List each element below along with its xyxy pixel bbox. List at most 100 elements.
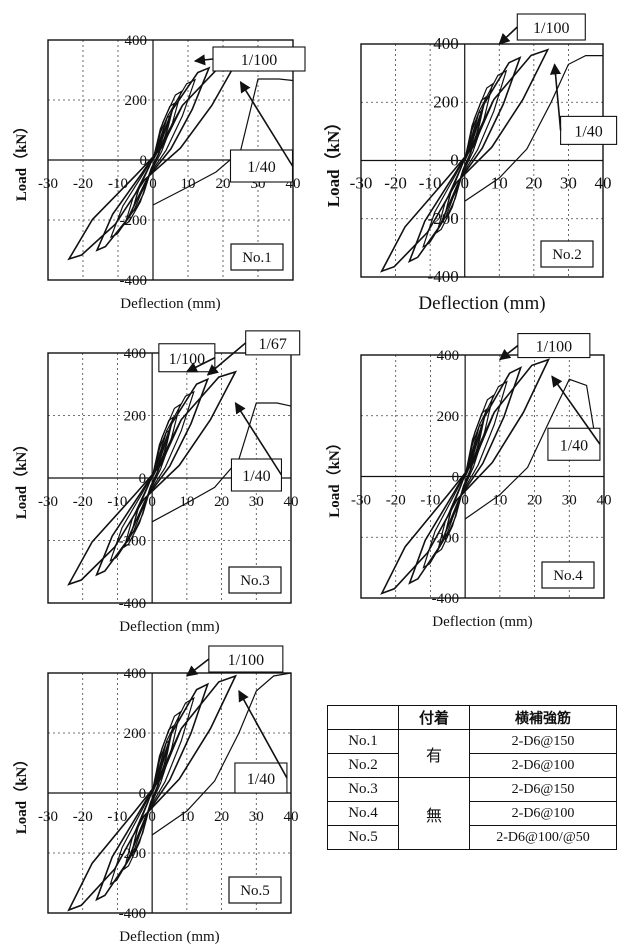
y-axis-label: Load（kN）: [12, 437, 30, 520]
y-tick-label: 400: [433, 34, 459, 53]
x-tick-label: 10: [179, 494, 194, 510]
x-tick-label: 20: [216, 176, 231, 192]
y-axis-label: Load（kN）: [323, 114, 343, 208]
table-header-cell: 横補強筋: [469, 705, 617, 730]
x-tick-label: -20: [386, 493, 406, 509]
table-row: No.3 無 2-D6@150: [327, 777, 617, 850]
x-tick-label: 30: [249, 494, 264, 510]
x-tick-label: 0: [148, 494, 156, 510]
hysteresis-loop: [436, 82, 494, 234]
specimen-label: No.5: [240, 883, 270, 899]
table-row: No.1 有 2-D6@150: [327, 729, 617, 778]
specimen-cell: No.2: [327, 753, 399, 778]
y-tick-label: 400: [124, 666, 147, 682]
specimen-label: No.3: [240, 573, 270, 589]
hysteresis-loop: [123, 90, 182, 226]
chart-1: -30 -20 -10 0 10 20 30 40-400-2000200400Deflect…: [12, 33, 306, 312]
specimen-label-box: [230, 243, 284, 271]
x-tick-label: 30: [560, 174, 577, 193]
annotation-box: [234, 762, 288, 794]
y-tick-label: -400: [119, 596, 147, 612]
specimen-label-box: [541, 561, 595, 589]
specimen-cell: No.1: [327, 729, 399, 754]
y-tick-label: -400: [432, 591, 460, 607]
annotation-label: 1/100: [536, 339, 572, 356]
y-tick-label: -200: [428, 209, 459, 228]
y-tick-label: 0: [452, 470, 460, 486]
x-tick-label: -20: [384, 174, 407, 193]
chart-2: -30 -20 -10 0 10 20 30 40-400-2000200400Deflect…: [323, 13, 618, 314]
x-tick-label: 10: [179, 809, 194, 825]
y-axis-label: Load（kN）: [12, 119, 30, 202]
annotation-label: 1/40: [560, 437, 588, 454]
hysteresis-loop: [67, 370, 238, 586]
x-axis-label: Deflection (mm): [418, 293, 545, 314]
table-header-cell: 付着: [398, 705, 470, 730]
x-tick-label: 20: [525, 174, 542, 193]
annotation-arrow: [498, 344, 519, 361]
annotation-arrow: [551, 375, 601, 445]
final-branch-curve: [464, 378, 598, 520]
bond-cell: 有: [398, 729, 470, 778]
annotation-arrow: [238, 690, 288, 779]
annotation-arrow: [234, 402, 283, 476]
x-tick-label: -20: [73, 494, 93, 510]
final-branch-curve: [464, 55, 603, 202]
chart-4: -30 -20 -10 0 10 20 30 40 -400 -200 0 200 400 Deflect…: [325, 333, 612, 630]
x-tick-label: 0: [461, 493, 469, 509]
x-tick-label: -30: [351, 493, 371, 509]
x-tick-label: 40: [284, 494, 299, 510]
x-tick-label: -10: [108, 176, 128, 192]
plot-frame: [47, 672, 292, 914]
annotation-label: 1/40: [247, 771, 275, 788]
x-axis-label: Deflection (mm): [119, 929, 219, 945]
hysteresis-loop: [95, 682, 210, 902]
x-tick-label: -20: [73, 176, 93, 192]
chart-3: -30 -20 -10 0 10 20 30 40 -400 -200 0 200 400 Deflect…: [12, 330, 301, 635]
x-tick-label: -30: [38, 176, 58, 192]
y-axis-label: Load（kN）: [325, 435, 343, 518]
x-axis-label: Deflection (mm): [119, 619, 219, 635]
chart-5: -30 -20 -10 0 10 20 30 40 -400 -200 0 200 400 Deflect…: [12, 645, 299, 945]
y-tick-label: 200: [124, 409, 147, 425]
y-tick-label: -400: [119, 906, 147, 922]
hysteresis-loop: [123, 403, 181, 549]
x-tick-label: 0: [460, 174, 469, 193]
annotation-arrow: [185, 357, 216, 373]
reinforcement-cell: 2-D6@100: [469, 801, 617, 826]
x-tick-label: 20: [527, 493, 542, 509]
hysteresis-loop: [380, 358, 551, 595]
table-header-row: 付着 横補強筋: [327, 705, 617, 730]
annotation-label: 1/100: [228, 652, 264, 669]
table-row: No.5 2-D6@100/@50: [327, 825, 617, 850]
specimen-label-box: [228, 566, 282, 594]
specimen-table: 付着 横補強筋 No.1 有 2-D6@150 No.2 2-D6@100 No…: [327, 705, 617, 850]
y-tick-label: -200: [120, 213, 148, 229]
x-tick-label: 0: [149, 176, 157, 192]
reinforcement-cell: 2-D6@100: [469, 753, 617, 778]
hysteresis-loop: [67, 674, 238, 912]
annotation-label: 1/40: [247, 159, 275, 176]
x-tick-label: 10: [491, 174, 508, 193]
specimen-label-box: [540, 240, 594, 268]
x-tick-label: 0: [148, 809, 156, 825]
hysteresis-loop: [380, 48, 550, 273]
x-tick-label: -10: [419, 174, 442, 193]
hysteresis-loop: [408, 366, 523, 585]
x-tick-label: 40: [595, 174, 612, 193]
x-tick-label: -30: [350, 174, 373, 193]
annotation-box: [516, 13, 586, 41]
plot-frame: [360, 43, 604, 278]
x-tick-label: 20: [214, 494, 229, 510]
reinforcement-cell: 2-D6@100/@50: [469, 825, 617, 850]
x-tick-label: -20: [73, 809, 93, 825]
hysteresis-loop: [109, 390, 195, 562]
hysteresis-loop: [436, 394, 494, 554]
specimen-label: No.2: [552, 247, 582, 263]
x-tick-label: -10: [107, 809, 127, 825]
hysteresis-loop: [109, 78, 197, 239]
x-axis-label: Deflection (mm): [432, 614, 532, 630]
table-row: No.2 2-D6@100: [327, 753, 617, 778]
annotation-label: 1/40: [242, 468, 270, 485]
annotation-box: [208, 645, 284, 673]
